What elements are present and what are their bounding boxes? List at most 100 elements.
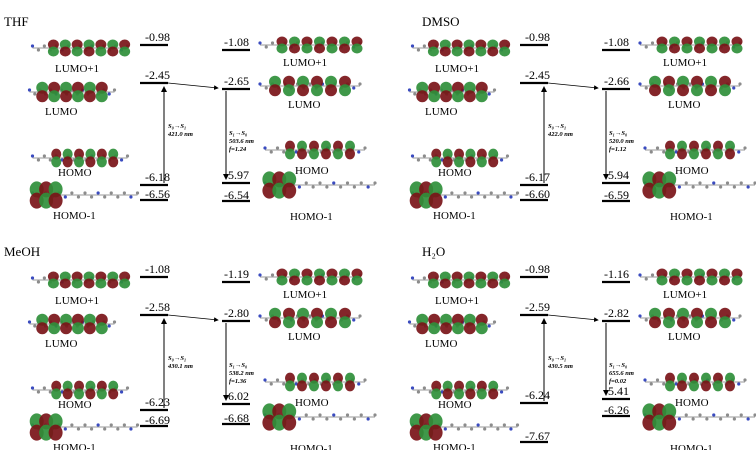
orbital-right-lumo1 bbox=[258, 268, 363, 286]
solvent-label: THF bbox=[4, 14, 29, 29]
label-left-homo: HOMO bbox=[58, 399, 92, 411]
label-right-homo: HOMO bbox=[295, 397, 329, 409]
energy-right-homo1: -6.59 bbox=[604, 188, 629, 202]
orbital-left-homo bbox=[410, 148, 510, 168]
absorption-label-1: 430.1 nm bbox=[167, 363, 193, 370]
emission-label-0: S₁→S₀ bbox=[609, 362, 627, 369]
absorption-label-1: 430.5 nm bbox=[547, 363, 573, 370]
label-right-lumo1: LUMO+1 bbox=[283, 289, 327, 301]
label-right-lumo: LUMO bbox=[288, 331, 320, 343]
solvent-label: MeOH bbox=[4, 244, 40, 259]
label-left-lumo: LUMO bbox=[45, 106, 77, 118]
orbital-left-homo1 bbox=[29, 181, 140, 209]
label-right-lumo1: LUMO+1 bbox=[283, 57, 327, 69]
orbital-left-lumo bbox=[27, 313, 117, 335]
orbital-left-lumo bbox=[407, 313, 497, 335]
orbital-right-lumo bbox=[258, 307, 362, 329]
label-left-homo: HOMO bbox=[438, 399, 472, 411]
orbital-right-lumo bbox=[638, 307, 742, 329]
energy-right-lumo: -2.65 bbox=[224, 74, 249, 88]
absorption-label-0: S₀→S₁ bbox=[548, 355, 566, 362]
orbital-left-lumo1 bbox=[30, 39, 131, 57]
emission-label-2: f=1.12 bbox=[609, 146, 627, 153]
orbital-left-lumo bbox=[27, 81, 117, 103]
label-left-homo1: HOMO-1 bbox=[53, 442, 96, 450]
emission-label-1: 503.6 nm bbox=[229, 138, 254, 145]
energy-left-lumo: -2.45 bbox=[145, 68, 170, 82]
label-right-homo1: HOMO-1 bbox=[290, 443, 333, 450]
energy-right-lumo: -2.80 bbox=[224, 306, 249, 320]
label-left-lumo1: LUMO+1 bbox=[55, 63, 99, 75]
orbital-right-lumo1 bbox=[638, 36, 743, 54]
solvent-label: H₂O bbox=[422, 244, 445, 259]
absorption-label-1: 422.0 nm bbox=[547, 131, 573, 138]
energy-right-lumo: -2.82 bbox=[604, 306, 629, 320]
energy-left-homo1: -6.69 bbox=[145, 413, 170, 427]
energy-left-homo1: -7.67 bbox=[525, 429, 550, 443]
orbital-left-homo1 bbox=[409, 413, 520, 441]
label-left-lumo: LUMO bbox=[425, 338, 457, 350]
energy-left-homo1: -6.60 bbox=[525, 187, 550, 201]
emission-label-2: f=1.36 bbox=[229, 378, 247, 385]
energy-right-lumo1: -1.08 bbox=[604, 35, 629, 49]
panel-1: DMSO -0.98 -2.45 -6.17 -6.60 -1.08 -2.66 -5.94 -… bbox=[407, 14, 756, 223]
energy-right-homo: -5.97 bbox=[224, 168, 249, 182]
label-left-homo1: HOMO-1 bbox=[53, 210, 96, 222]
label-right-homo: HOMO bbox=[295, 165, 329, 177]
label-right-homo1: HOMO-1 bbox=[670, 211, 713, 223]
label-left-lumo1: LUMO+1 bbox=[435, 63, 479, 75]
energy-left-homo1: -6.56 bbox=[145, 187, 170, 201]
orbital-right-homo bbox=[263, 372, 367, 392]
orbital-right-homo bbox=[643, 372, 747, 392]
orbital-right-lumo bbox=[258, 75, 362, 97]
emission-label-1: 538.2 nm bbox=[229, 370, 254, 377]
label-left-homo1: HOMO-1 bbox=[433, 210, 476, 222]
label-right-lumo: LUMO bbox=[668, 331, 700, 343]
energy-right-lumo1: -1.08 bbox=[224, 35, 249, 49]
emission-label-1: 655.6 nm bbox=[609, 370, 634, 377]
relaxation-arrow bbox=[547, 82, 599, 90]
energy-right-lumo1: -1.19 bbox=[224, 267, 249, 281]
label-right-homo1: HOMO-1 bbox=[670, 443, 713, 450]
energy-left-lumo1: -0.98 bbox=[145, 30, 170, 44]
energy-right-lumo1: -1.16 bbox=[604, 267, 629, 281]
energy-right-homo1: -6.54 bbox=[224, 188, 249, 202]
orbital-left-homo bbox=[30, 380, 130, 400]
energy-left-lumo: -2.58 bbox=[145, 300, 170, 314]
orbital-left-homo1 bbox=[409, 181, 520, 209]
energy-left-lumo1: -0.98 bbox=[525, 30, 550, 44]
energy-left-homo: -6.17 bbox=[525, 170, 550, 184]
relaxation-arrow bbox=[167, 314, 219, 322]
label-left-lumo1: LUMO+1 bbox=[55, 295, 99, 307]
label-left-homo1: HOMO-1 bbox=[433, 442, 476, 450]
relaxation-arrow bbox=[547, 314, 599, 322]
emission-label-2: f=1.24 bbox=[229, 146, 247, 153]
orbital-right-lumo1 bbox=[638, 268, 743, 286]
label-right-homo: HOMO bbox=[675, 165, 709, 177]
energy-right-homo: -6.02 bbox=[224, 389, 249, 403]
orbital-right-homo1 bbox=[642, 171, 756, 199]
energy-left-lumo: -2.59 bbox=[525, 300, 550, 314]
orbital-left-lumo1 bbox=[410, 271, 511, 289]
panel-3: H₂O -0.98 -2.59 -6.24 -7.67 -1.16 -2.82 -5.41 -6… bbox=[407, 244, 756, 450]
energy-left-lumo1: -0.98 bbox=[525, 262, 550, 276]
label-right-lumo1: LUMO+1 bbox=[663, 289, 707, 301]
orbital-left-homo bbox=[30, 148, 130, 168]
orbital-right-homo1 bbox=[262, 403, 377, 431]
absorption-label-1: 421.0 nm bbox=[167, 131, 193, 138]
energy-left-lumo: -2.45 bbox=[525, 68, 550, 82]
label-right-lumo1: LUMO+1 bbox=[663, 57, 707, 69]
orbital-left-homo bbox=[410, 380, 510, 400]
energy-right-lumo: -2.66 bbox=[604, 74, 629, 88]
energy-right-homo1: -6.26 bbox=[604, 403, 629, 417]
emission-label-0: S₁→S₀ bbox=[609, 130, 627, 137]
relaxation-arrow bbox=[167, 82, 219, 90]
absorption-label-0: S₀→S₁ bbox=[168, 123, 186, 130]
label-left-homo: HOMO bbox=[58, 167, 92, 179]
emission-label-0: S₁→S₀ bbox=[229, 130, 247, 137]
solvent-label: DMSO bbox=[422, 14, 460, 29]
orbital-right-homo bbox=[263, 140, 367, 160]
energy-right-homo: -5.41 bbox=[604, 384, 629, 398]
energy-left-homo: -6.18 bbox=[145, 170, 170, 184]
